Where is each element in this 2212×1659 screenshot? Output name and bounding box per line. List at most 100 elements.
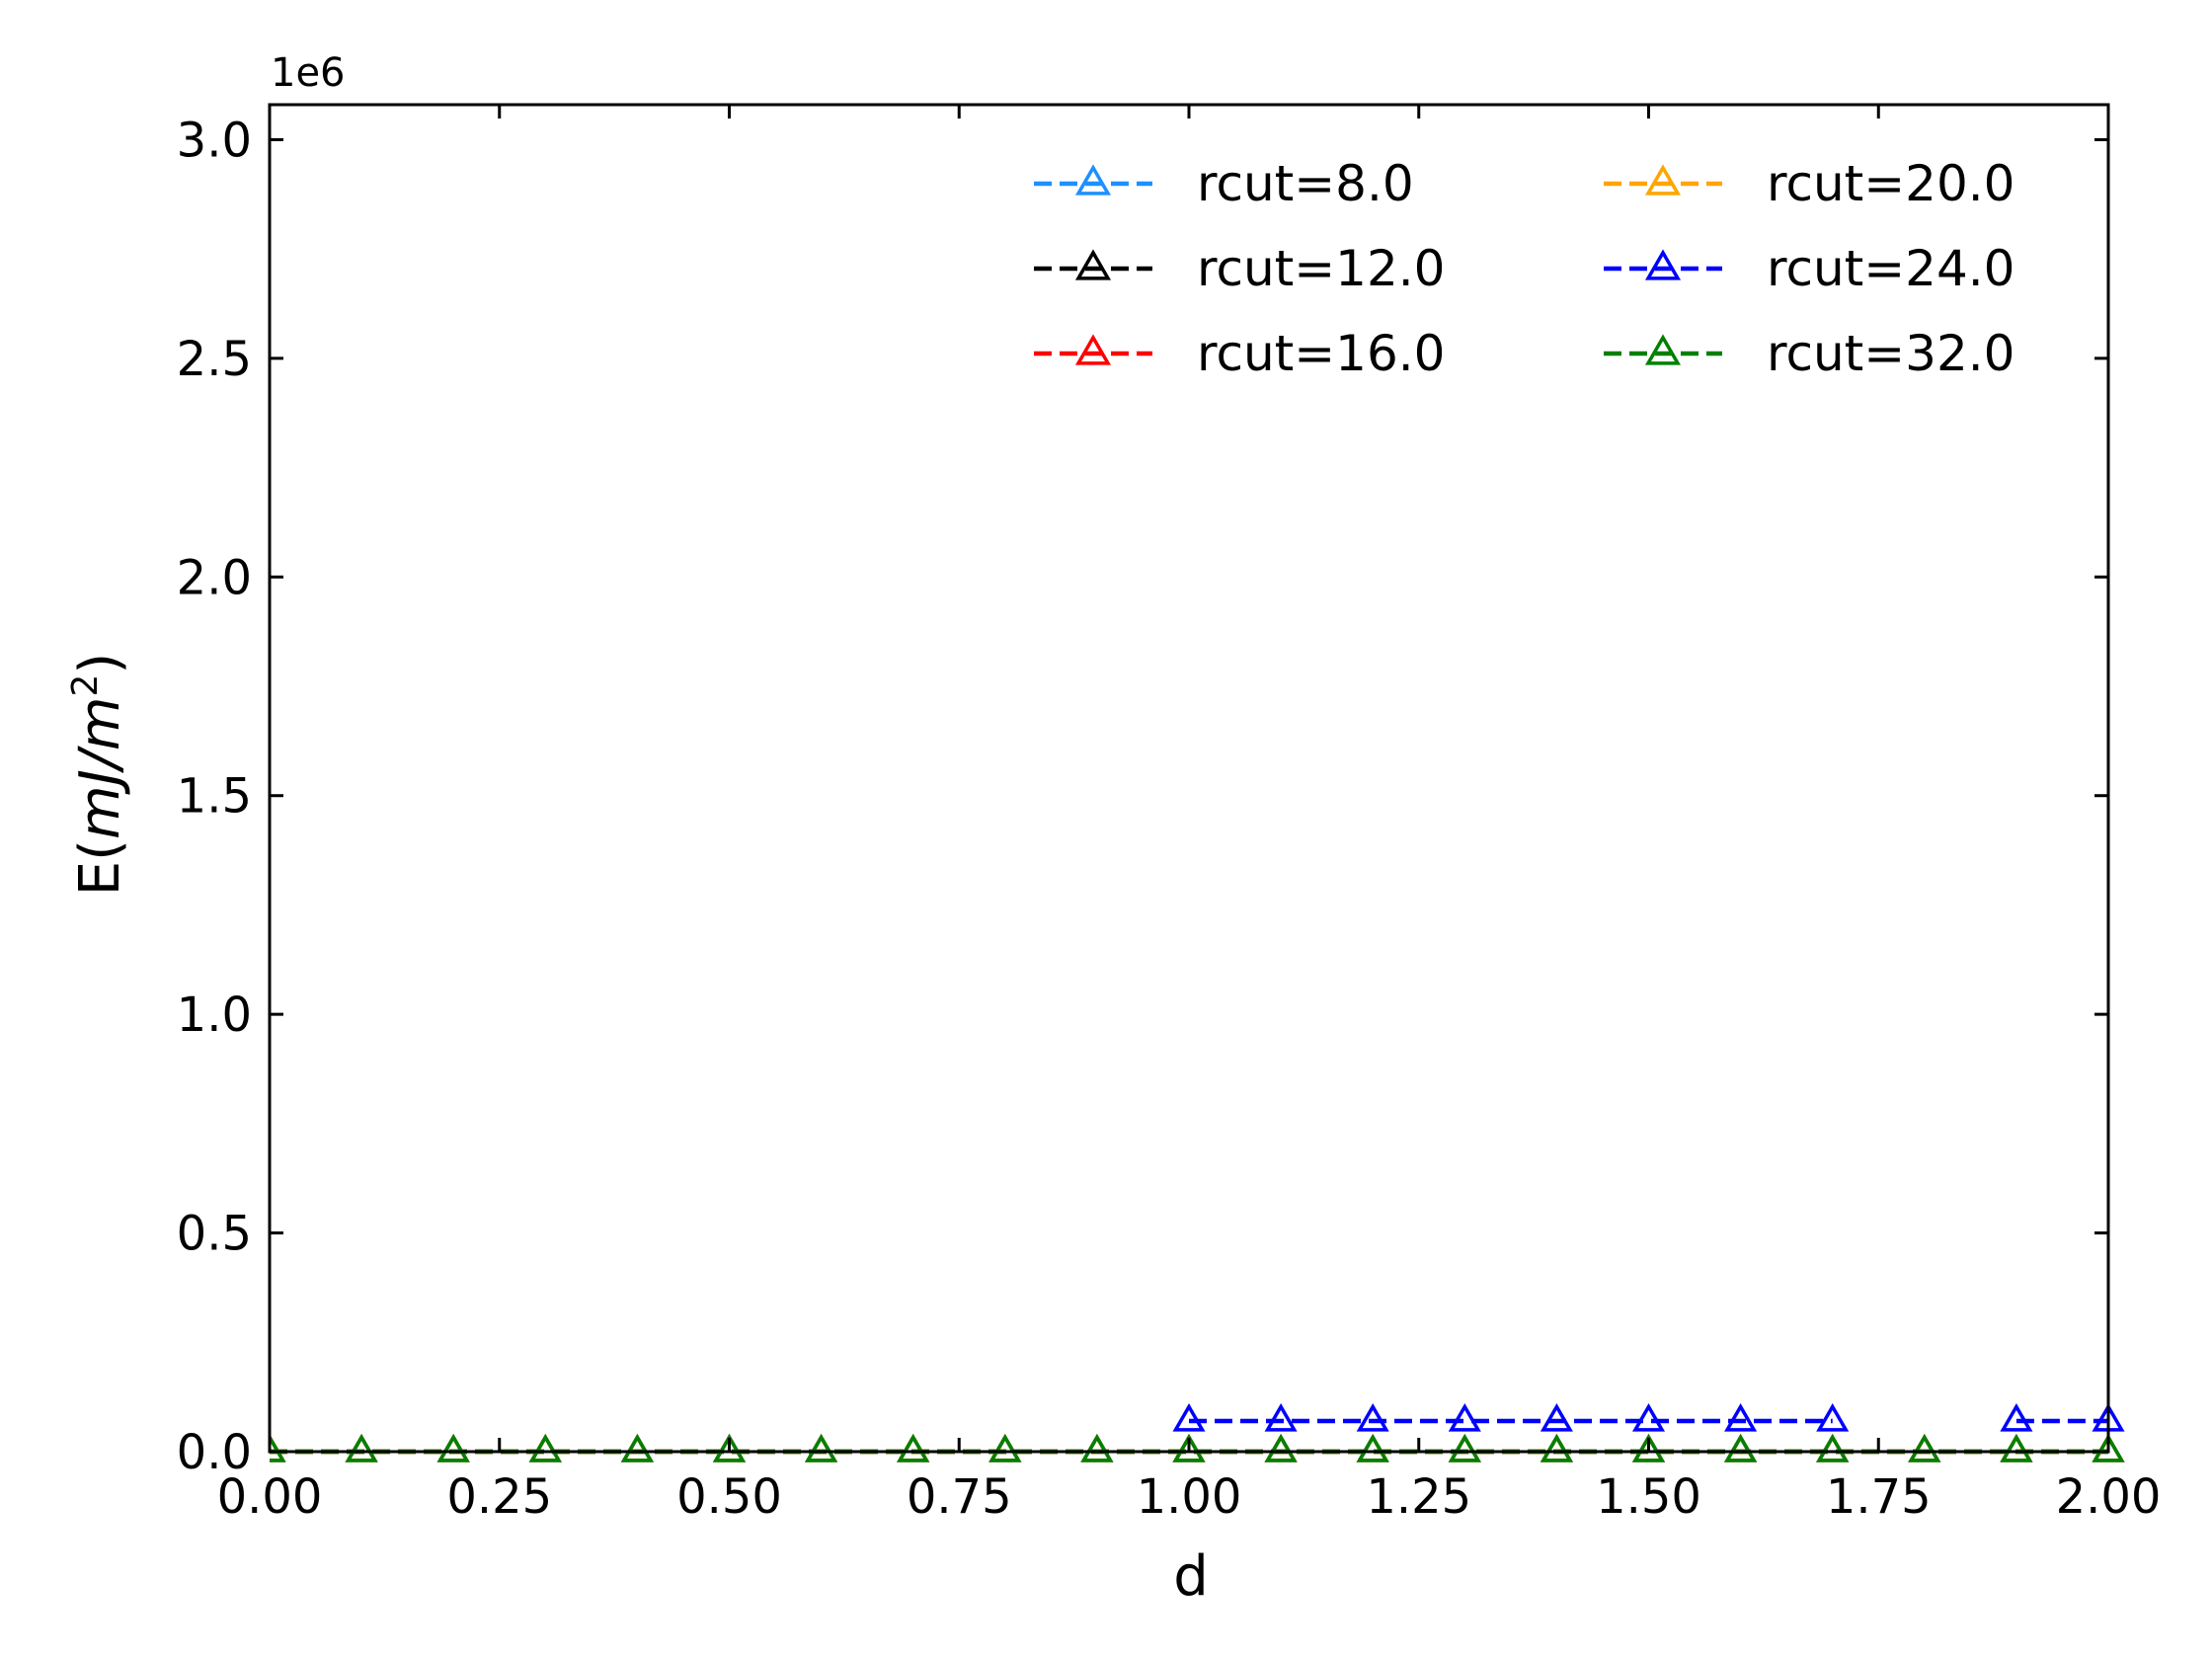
data-point-marker [1644, 164, 1682, 196]
data-point-marker [1264, 1434, 1298, 1462]
data-point-marker [988, 1434, 1022, 1462]
data-point-marker [897, 1434, 930, 1462]
data-point-marker [1448, 1403, 1481, 1432]
data-point-marker [528, 1434, 562, 1462]
data-point-marker [345, 1434, 378, 1462]
x-tick-label: 0.00 [217, 1469, 323, 1525]
data-point-marker [1631, 1403, 1666, 1432]
x-axis-label: d [1173, 1544, 1209, 1609]
x-tick-label: 1.25 [1366, 1469, 1471, 1525]
legend-label: rcut=32.0 [1767, 325, 2014, 382]
data-point-marker [1724, 1434, 1758, 1462]
data-point-marker [2092, 1434, 2125, 1462]
data-point-marker [1448, 1434, 1481, 1462]
data-point-marker [1080, 1434, 1114, 1462]
data-point-marker [1540, 1434, 1573, 1462]
axis-ticks: 0.00 0.25 0.50 0.75 1.00 1.25 1.50 1.75 2.00 0.0 0… [177, 105, 2162, 1525]
data-point-marker [805, 1434, 838, 1462]
data-point-marker [1908, 1434, 1941, 1462]
data-point-marker [345, 1434, 378, 1462]
y-axis-label-close: ) [68, 653, 132, 674]
data-point-marker [436, 1434, 470, 1462]
data-point-marker [1264, 1434, 1298, 1462]
data-point-marker [528, 1434, 562, 1462]
data-point-marker [1448, 1434, 1481, 1462]
x-tick-label: 0.25 [446, 1469, 552, 1525]
data-point-marker [620, 1434, 654, 1462]
data-point-marker [2000, 1434, 2033, 1462]
data-point-marker [436, 1434, 470, 1462]
data-point-marker [897, 1434, 930, 1462]
data-point-marker [1074, 164, 1112, 196]
x-tick-label: 2.00 [2056, 1469, 2162, 1525]
data-point-marker [1724, 1434, 1758, 1462]
legend-item: rcut=24.0 [1604, 240, 2014, 297]
data-point-marker [1448, 1434, 1481, 1462]
data-point-marker [1356, 1403, 1389, 1432]
legend-label: rcut=20.0 [1767, 155, 2014, 212]
data-point-marker [270, 1434, 286, 1462]
data-point-marker [436, 1434, 470, 1462]
y-offset-label: 1e6 [271, 50, 346, 96]
data-point-marker [1448, 1434, 1481, 1462]
data-point-marker [1540, 1403, 1573, 1432]
data-point-marker [1356, 1434, 1389, 1462]
data-point-marker [805, 1434, 838, 1462]
data-point-marker [436, 1434, 470, 1462]
data-point-marker [1816, 1434, 1850, 1462]
data-point-marker [1264, 1434, 1298, 1462]
data-point-marker [897, 1434, 930, 1462]
data-point-marker [528, 1434, 562, 1462]
data-point-marker [1540, 1434, 1573, 1462]
data-point-marker [2000, 1434, 2033, 1462]
x-tick-label: 1.50 [1596, 1469, 1701, 1525]
data-point-marker [805, 1434, 838, 1462]
plot-frame [268, 103, 2110, 1454]
data-point-marker [897, 1434, 930, 1462]
data-point-marker [2000, 1434, 2033, 1462]
data-point-marker [1540, 1434, 1573, 1462]
x-tick-label: 1.75 [1826, 1469, 1932, 1525]
data-point-marker [1908, 1434, 1941, 1462]
x-tick-label: 0.75 [907, 1469, 1012, 1525]
data-point-marker [988, 1434, 1022, 1462]
data-point-marker [1356, 1434, 1389, 1462]
y-tick-label: 2.0 [177, 550, 252, 605]
y-axis-label-unit: mJ/m [68, 697, 132, 839]
data-point-marker [436, 1434, 470, 1462]
data-point-marker [712, 1434, 747, 1462]
data-point-marker [1631, 1434, 1666, 1462]
y-tick-label: 1.0 [177, 988, 252, 1043]
legend-label: rcut=16.0 [1197, 325, 1445, 382]
data-point-marker [1074, 334, 1112, 365]
data-point-marker [1540, 1434, 1573, 1462]
legend-item: rcut=20.0 [1604, 155, 2014, 212]
data-point-marker [2000, 1403, 2033, 1432]
legend-label: rcut=12.0 [1197, 240, 1445, 297]
data-point-marker [988, 1434, 1022, 1462]
legend-label: rcut=8.0 [1197, 155, 1414, 212]
data-point-marker [1080, 1434, 1114, 1462]
data-point-marker [1908, 1434, 1941, 1462]
data-point-marker [1080, 1434, 1114, 1462]
data-point-marker [805, 1434, 838, 1462]
data-point-marker [897, 1434, 930, 1462]
data-point-marker [1644, 334, 1682, 365]
y-tick-label: 1.5 [177, 769, 252, 825]
y-tick-label: 2.5 [177, 332, 252, 387]
data-point-marker [1356, 1434, 1389, 1462]
y-tick-label: 0.5 [177, 1207, 252, 1262]
series-rcut-24-0 [1172, 1403, 2125, 1432]
legend-label: rcut=24.0 [1767, 240, 2014, 297]
data-point-marker [528, 1434, 562, 1462]
data-point-marker [1080, 1434, 1114, 1462]
data-point-marker [1816, 1434, 1850, 1462]
data-point-marker [1816, 1434, 1850, 1462]
legend-item: rcut=32.0 [1604, 325, 2014, 382]
legend-item: rcut=8.0 [1034, 155, 1414, 212]
data-point-marker [620, 1434, 654, 1462]
data-point-marker [345, 1434, 378, 1462]
data-point-marker [988, 1434, 1022, 1462]
data-point-marker [1724, 1434, 1758, 1462]
data-point-marker [620, 1434, 654, 1462]
